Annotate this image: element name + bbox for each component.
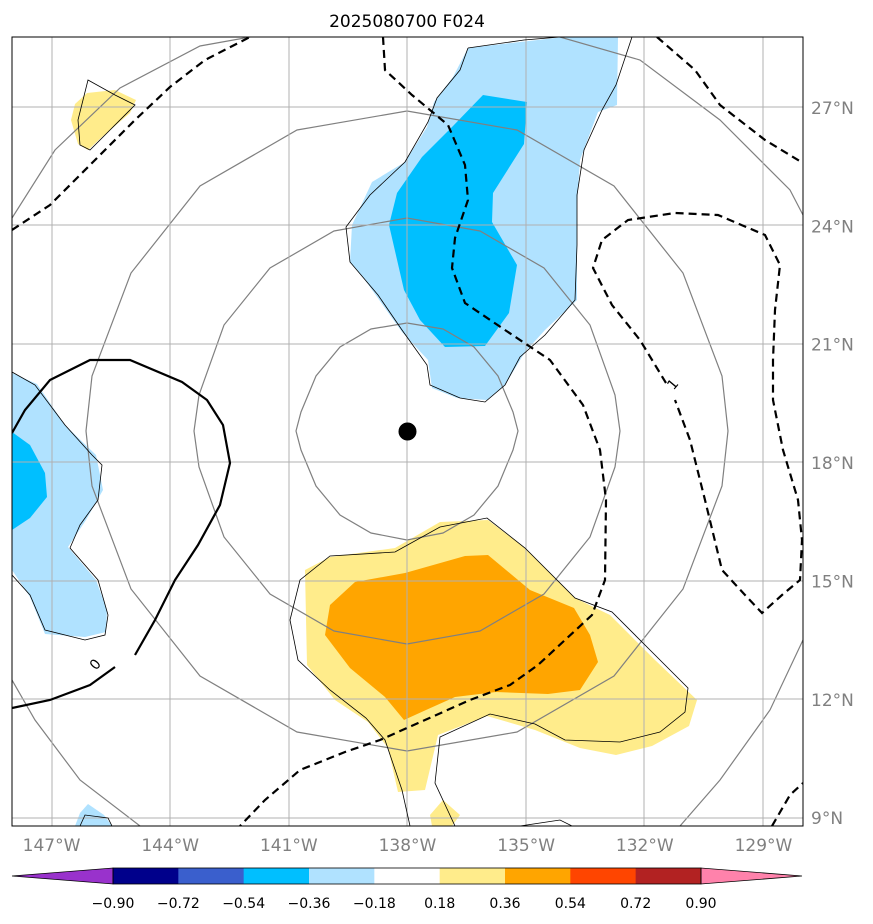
shading-neg-mid-west [12, 432, 47, 530]
colorbar-extend-high [700, 867, 803, 885]
shading-pos-light-south [430, 800, 460, 826]
colorbar-frame [112, 867, 702, 885]
colorbar-segment [178, 868, 245, 884]
dashed-contour-northeast [656, 37, 803, 164]
storm-center-marker [398, 422, 417, 441]
colorbar-tick-label: 0.72 [620, 896, 651, 912]
colorbar: −0.90 −0.72 −0.54 −0.36 −0.18 0.18 0.36 0.54 0.7… [11, 867, 803, 912]
lat-tick-label: 24°N [811, 217, 854, 237]
thin-contour-west [12, 371, 109, 641]
map-axes: 01 147°W 144°W 141°W 138°W 135°W 132°W 129°W 2… [11, 36, 854, 856]
colorbar-segment [374, 868, 441, 884]
shading-pos-mid-main [325, 555, 598, 720]
colorbar-segment [505, 868, 571, 884]
colorbar-tick-label: 0.90 [685, 896, 716, 912]
colorbar-tick-label: −0.36 [288, 896, 331, 912]
plot-area: 01 [12, 37, 803, 826]
colorbar-tick-label: −0.18 [353, 896, 396, 912]
thin-contour-north [345, 37, 633, 403]
lat-tick-label: 21°N [811, 336, 854, 356]
thin-contour-nw [77, 79, 136, 151]
filled-contours [12, 37, 697, 826]
colorbar-tick-labels: −0.90 −0.72 −0.54 −0.36 −0.18 0.18 0.36 0.54 0.7… [92, 896, 717, 912]
contour-label: 1 [664, 376, 682, 393]
lon-tick-label: 144°W [141, 836, 199, 856]
lon-tick-label: 147°W [23, 836, 81, 856]
thin-contour-se [519, 819, 573, 826]
colorbar-segment [570, 868, 637, 884]
colorbar-segment [309, 868, 375, 884]
chart-title: 2025080700 F024 [329, 12, 485, 32]
colorbar-tick-label: 0.36 [489, 896, 520, 912]
colorbar-segment [635, 868, 702, 884]
colorbar-segments [113, 868, 702, 884]
lat-tick-label: 9°N [811, 809, 843, 829]
colorbar-segment [113, 868, 179, 884]
lon-tick-label: 132°W [616, 836, 674, 856]
shading-neg-light-west [12, 373, 107, 637]
shading-neg-mid-north [389, 95, 527, 347]
dashed-contour-southeast [771, 782, 803, 826]
axes-frame [11, 36, 804, 827]
thin-contour-sw [79, 814, 113, 826]
colorbar-tick-label: 0.18 [424, 896, 455, 912]
shading-pos-light-nw [71, 90, 136, 150]
lat-tick-label: 18°N [811, 454, 854, 474]
colorbar-segment [439, 868, 506, 884]
dashed-contour-central [239, 37, 608, 826]
lon-tick-label: 141°W [260, 836, 318, 856]
lat-tick-label: 15°N [811, 572, 854, 592]
dashed-contour-northwest [12, 37, 251, 231]
thin-contours [12, 37, 689, 826]
lon-tick-label: 135°W [497, 836, 555, 856]
gridlines [12, 37, 803, 826]
solid-contours [12, 358, 232, 710]
longitude-tick-labels: 147°W 144°W 141°W 138°W 135°W 132°W 129°W [23, 836, 793, 856]
lat-tick-label: 27°N [811, 99, 854, 119]
colorbar-tick-label: −0.90 [92, 896, 135, 912]
range-ring-outermost [12, 37, 803, 826]
contour-label: 0 [87, 656, 105, 673]
dashed-contours [12, 37, 803, 826]
solid-contour-zero [12, 358, 232, 710]
latitude-tick-labels: 27°N 24°N 21°N 18°N 15°N 12°N 9°N [811, 99, 854, 829]
thin-contour-south [289, 517, 689, 826]
colorbar-segment [243, 868, 310, 884]
lat-tick-label: 12°N [811, 691, 854, 711]
dashed-contour-east [591, 211, 803, 615]
shading-neg-light-south [75, 804, 112, 826]
colorbar-tick-label: −0.72 [157, 896, 200, 912]
colorbar-tick-label: 0.54 [555, 896, 586, 912]
colorbar-extend-low [11, 867, 114, 885]
lon-tick-label: 138°W [379, 836, 437, 856]
colorbar-tick-label: −0.54 [222, 896, 265, 912]
lon-tick-label: 129°W [735, 836, 793, 856]
